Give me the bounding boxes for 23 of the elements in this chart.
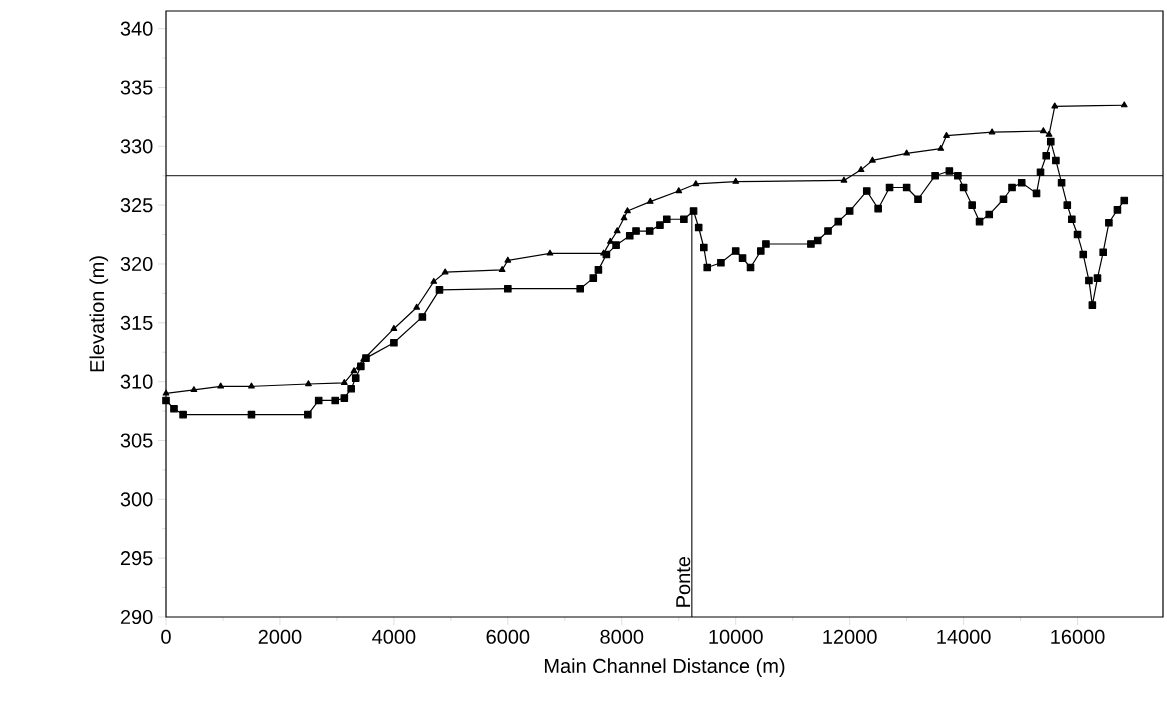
x-tick-label: 4000 [372,629,416,644]
x-tick-label: 10000 [709,629,763,644]
x-axis-title: Main Channel Distance (m) [544,658,785,677]
y-tick-label: 325 [120,198,153,213]
y-tick-label: 310 [120,374,153,389]
x-tick-label: 16000 [1051,629,1105,644]
y-tick-label: 330 [120,139,153,154]
x-tick-label: 14000 [937,629,991,644]
x-tick-label: 12000 [823,629,877,644]
x-tick-label: 0 [161,629,171,644]
y-tick-label: 295 [120,551,153,566]
y-axis-title: Elevation (m) [89,256,109,372]
x-tick-label: 2000 [258,629,302,644]
y-tick-label: 300 [120,492,153,507]
y-tick-label: 315 [120,315,153,330]
y-tick-label: 305 [120,433,153,448]
y-tick-label: 340 [120,21,153,36]
x-tick-label: 8000 [600,629,644,644]
y-tick-label: 320 [120,256,153,272]
y-tick-label: 290 [120,609,153,625]
ref-line-label: Ponte [676,556,691,607]
x-tick-label: 6000 [486,629,530,644]
y-tick-label: 335 [120,80,153,95]
